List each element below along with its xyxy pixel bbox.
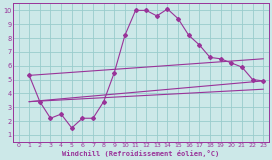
X-axis label: Windchill (Refroidissement éolien,°C): Windchill (Refroidissement éolien,°C) [62, 150, 220, 156]
